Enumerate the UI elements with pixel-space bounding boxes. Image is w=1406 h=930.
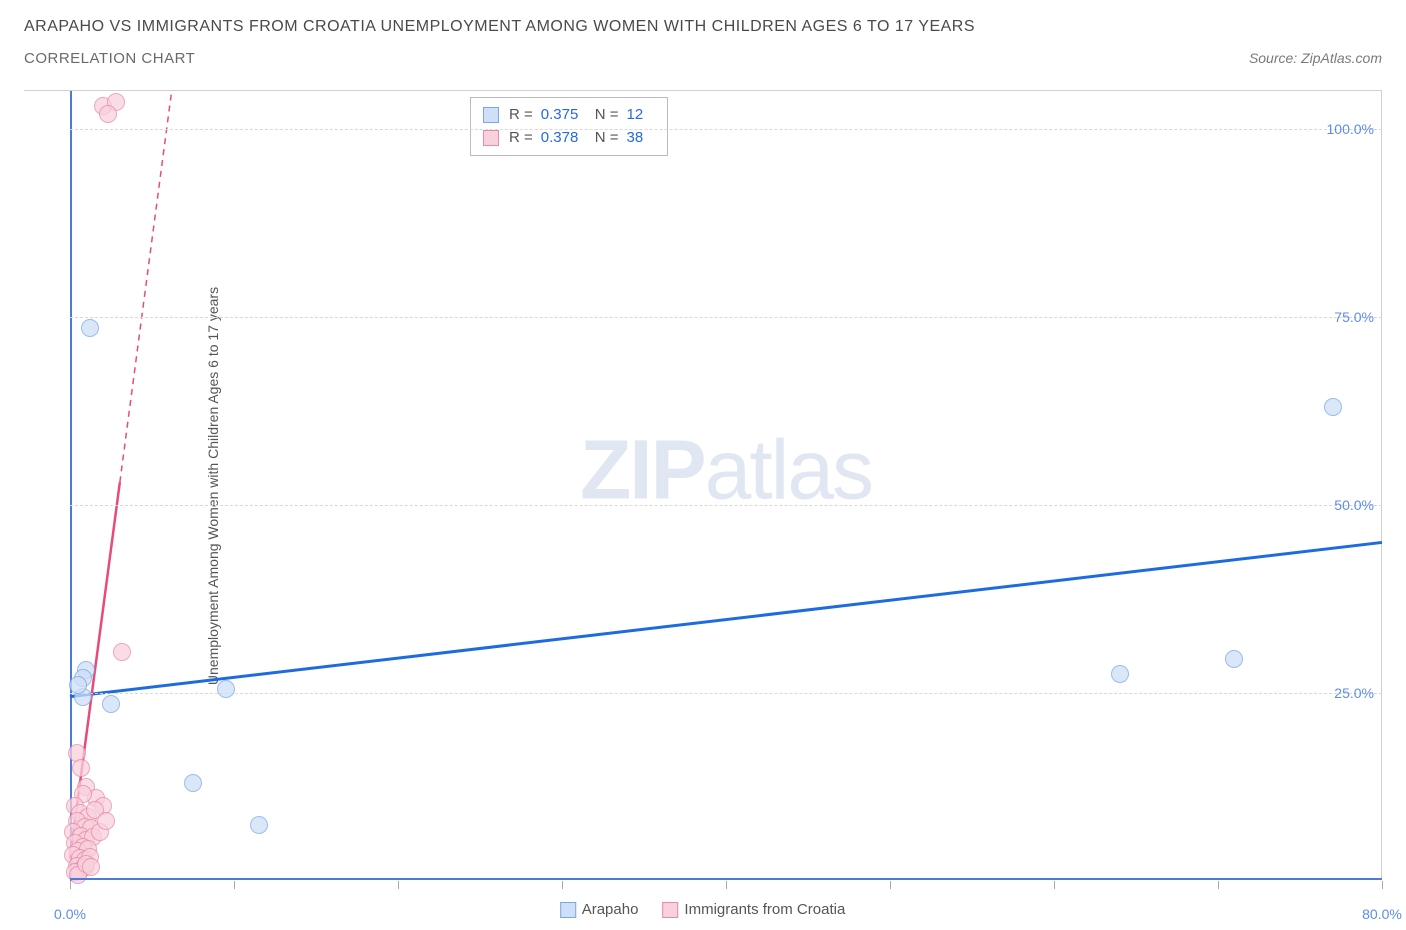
r-value: 0.375	[541, 104, 585, 127]
trendline-arapaho	[70, 542, 1382, 696]
data-point	[69, 676, 87, 694]
subtitle-row: CORRELATION CHART Source: ZipAtlas.com	[24, 50, 1382, 67]
gridline-h	[70, 317, 1382, 318]
legend-swatch	[483, 107, 499, 123]
chart-area: Unemployment Among Women with Children A…	[24, 90, 1382, 880]
x-tick	[234, 881, 235, 889]
x-tick	[726, 881, 727, 889]
series-legend: Arapaho Immigrants from Croatia	[560, 901, 846, 918]
chart-subtitle: CORRELATION CHART	[24, 50, 195, 67]
data-point	[97, 812, 115, 830]
legend-label: Immigrants from Croatia	[684, 901, 845, 918]
trend-lines-layer	[70, 91, 1382, 881]
x-tick	[1054, 881, 1055, 889]
legend-swatch	[662, 902, 678, 918]
legend-swatch	[560, 902, 576, 918]
x-tick-label: 80.0%	[1362, 906, 1402, 922]
stats-legend: R = 0.375 N = 12 R = 0.378 N = 38	[470, 97, 668, 156]
x-tick	[398, 881, 399, 889]
gridline-h	[70, 129, 1382, 130]
plot-region: ZIPatlas R =0.375N =12R =0.378N =38 25.0…	[70, 91, 1382, 881]
x-tick	[1218, 881, 1219, 889]
data-point	[1111, 665, 1129, 683]
data-point	[82, 858, 100, 876]
y-tick-label: 100.0%	[1327, 121, 1374, 137]
data-point	[1324, 398, 1342, 416]
r-label: R =	[509, 104, 533, 127]
n-value: 12	[627, 104, 655, 127]
data-point	[184, 774, 202, 792]
chart-title: ARAPAHO VS IMMIGRANTS FROM CROATIA UNEMP…	[24, 18, 1382, 36]
x-axis-line	[70, 878, 1382, 880]
gridline-h	[70, 505, 1382, 506]
data-point	[102, 695, 120, 713]
gridline-h	[70, 693, 1382, 694]
y-tick-label: 75.0%	[1334, 309, 1374, 325]
legend-item: Arapaho	[560, 901, 639, 918]
n-label: N =	[595, 104, 619, 127]
r-value: 0.378	[541, 127, 585, 150]
r-label: R =	[509, 127, 533, 150]
data-point	[1225, 650, 1243, 668]
data-point	[72, 759, 90, 777]
data-point	[81, 319, 99, 337]
data-point	[113, 643, 131, 661]
stats-legend-row: R = 0.375 N = 12	[483, 104, 655, 127]
x-tick	[1382, 881, 1383, 889]
chart-header: ARAPAHO VS IMMIGRANTS FROM CROATIA UNEMP…	[0, 0, 1406, 75]
y-tick-label: 50.0%	[1334, 497, 1374, 513]
n-label: N =	[595, 127, 619, 150]
legend-swatch	[483, 130, 499, 146]
data-point	[250, 816, 268, 834]
x-tick	[890, 881, 891, 889]
source-attribution: Source: ZipAtlas.com	[1249, 50, 1382, 66]
x-tick	[562, 881, 563, 889]
trendline-dash-immigrants-from-croatia	[120, 91, 172, 482]
y-tick-label: 25.0%	[1334, 685, 1374, 701]
stats-legend-row: R = 0.378 N = 38	[483, 127, 655, 150]
legend-label: Arapaho	[582, 901, 639, 918]
data-point	[217, 680, 235, 698]
n-value: 38	[627, 127, 655, 150]
x-tick-label: 0.0%	[54, 906, 86, 922]
legend-item: Immigrants from Croatia	[662, 901, 845, 918]
data-point	[99, 105, 117, 123]
x-tick	[70, 881, 71, 889]
